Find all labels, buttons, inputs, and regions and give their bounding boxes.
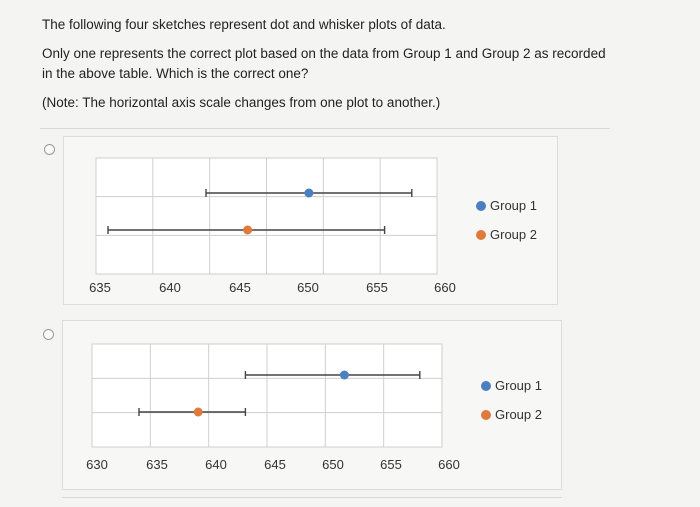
x-tick-label: 635 xyxy=(89,280,111,295)
mean-dot xyxy=(339,370,349,380)
group-1-dot-icon xyxy=(481,380,491,391)
dot-whisker-chart: 635 640 645 650 655 660 xyxy=(89,157,456,295)
legend-label: Group 2 xyxy=(495,407,542,422)
divider xyxy=(62,497,562,498)
option-b-radio[interactable] xyxy=(43,329,54,340)
question-note: (Note: The horizontal axis scale changes… xyxy=(42,95,441,110)
group-1-dot-icon xyxy=(476,200,486,211)
option-b-card[interactable]: 630 635 640 645 650 655 660 Group 1 Group 2 xyxy=(62,320,562,490)
dot-whisker-chart: 630 635 640 645 650 655 660 xyxy=(86,343,460,472)
legend-item-group-1: Group 1 xyxy=(481,371,542,400)
x-tick-label: 655 xyxy=(366,280,388,295)
option-a-radio[interactable] xyxy=(44,144,55,155)
legend-label: Group 1 xyxy=(490,198,537,213)
x-tick-label: 640 xyxy=(205,457,227,472)
legend-item-group-1: Group 1 xyxy=(476,191,537,220)
x-tick-label: 630 xyxy=(86,457,108,472)
legend-label: Group 2 xyxy=(490,227,537,242)
question-line-2: Only one represents the correct plot bas… xyxy=(42,46,606,81)
divider xyxy=(40,128,610,129)
legend-item-group-2: Group 2 xyxy=(476,220,537,249)
x-tick-label: 650 xyxy=(322,457,344,472)
option-a-card[interactable]: 635 640 645 650 655 660 Group 1 Group 2 xyxy=(63,136,558,305)
mean-dot xyxy=(304,188,314,198)
option-a-plot: 635 640 645 650 655 660 xyxy=(64,137,557,304)
group-2-dot-icon xyxy=(481,409,491,420)
x-tick-label: 660 xyxy=(438,457,460,472)
x-tick-label: 650 xyxy=(297,280,319,295)
question-line-1: The following four sketches represent do… xyxy=(42,17,446,32)
option-b-legend: Group 1 Group 2 xyxy=(481,371,542,429)
option-a-legend: Group 1 Group 2 xyxy=(476,191,537,249)
group-2-dot-icon xyxy=(476,229,486,240)
x-tick-label: 655 xyxy=(380,457,402,472)
x-tick-label: 660 xyxy=(434,280,456,295)
option-b-plot: 630 635 640 645 650 655 660 xyxy=(63,321,561,489)
legend-label: Group 1 xyxy=(495,378,542,393)
x-tick-label: 640 xyxy=(159,280,181,295)
mean-dot xyxy=(243,225,253,235)
x-tick-label: 635 xyxy=(146,457,168,472)
x-tick-label: 645 xyxy=(264,457,286,472)
legend-item-group-2: Group 2 xyxy=(481,400,542,429)
x-tick-label: 645 xyxy=(229,280,251,295)
mean-dot xyxy=(193,407,203,417)
